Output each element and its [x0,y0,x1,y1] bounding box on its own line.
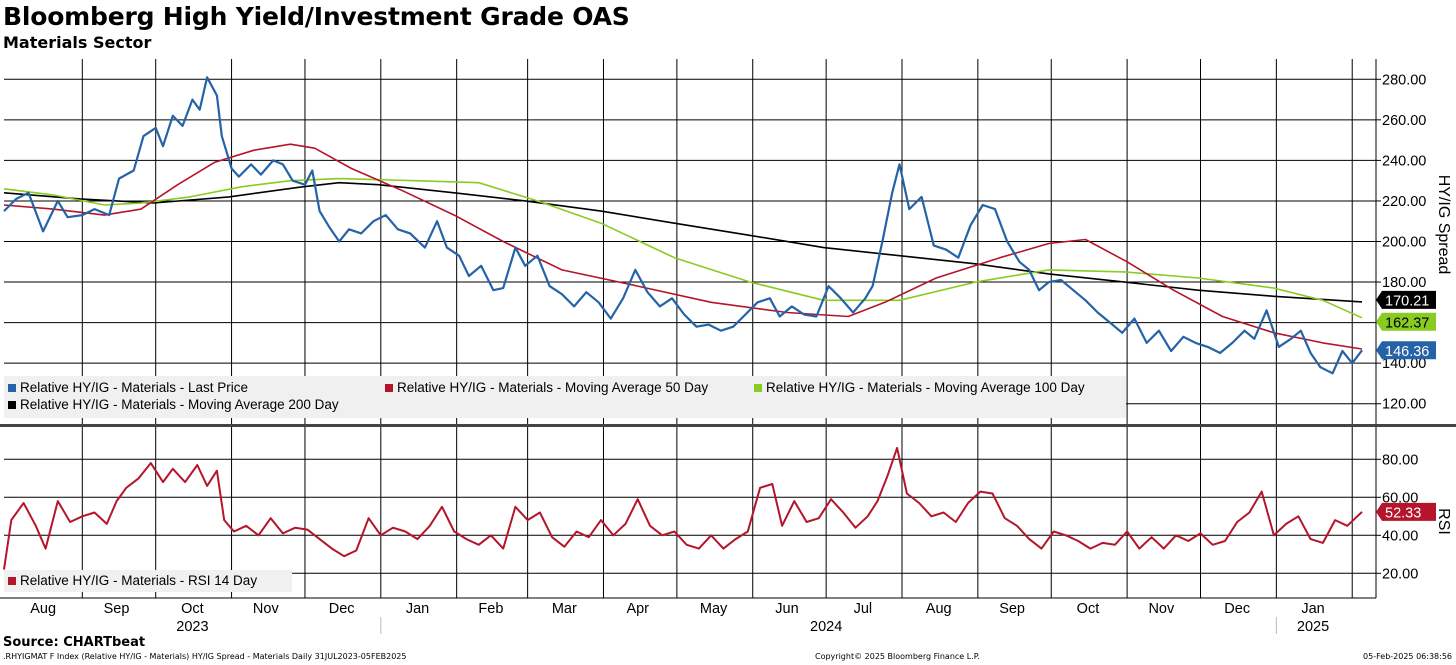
legend-label: Relative HY/IG - Materials - Moving Aver… [397,380,709,395]
y-tick-label: 140.00 [1382,356,1426,372]
last-value-tag-ma200 [1376,290,1436,309]
y-tick-label: 120.00 [1382,397,1426,413]
last-value-label-ma200: 170.21 [1385,293,1429,309]
rsi-legend: Relative HY/IG - Materials - RSI 14 Day [4,570,292,592]
legend-label: Relative HY/IG - Materials - Last Price [20,380,249,395]
x-tick-label: Aug [926,601,952,617]
last-value-label-rsi: 52.33 [1385,505,1421,521]
x-tick-label: Mar [552,601,577,617]
x-tick-label: Oct [181,601,204,617]
y-tick-label: 60.00 [1382,490,1418,506]
legend-label: Relative HY/IG - Materials - Moving Aver… [766,380,1085,395]
x-tick-label: Aug [30,601,56,617]
legend-swatch-last-price [8,383,16,392]
y-axis-label: HY/IG Spread [1435,175,1452,275]
y-tick-label: 80.00 [1382,452,1418,468]
series-line-ma200 [3,181,1363,303]
legend-label: Relative HY/IG - Materials - Moving Aver… [20,397,339,412]
chart-title: Bloomberg High Yield/Investment Grade OA… [3,2,630,31]
legend-swatch-ma200 [8,400,16,409]
axes: 120.00140.00160.00180.00200.00220.00240.… [0,59,1456,635]
series-line-last-price [3,76,1363,375]
y-tick-label: 20.00 [1382,566,1418,582]
x-tick-label: Feb [478,601,503,617]
x-tick-label: Sep [104,601,130,617]
x-tick-label: Jan [1301,601,1324,617]
series-line-rsi [3,446,1363,570]
last-value-label-ma100: 162.37 [1385,315,1429,331]
x-tick-label: Nov [253,601,280,617]
legend-swatch-ma100 [754,383,762,392]
x-year-label: 2025 [1297,619,1329,635]
legend-swatch-ma50 [385,383,393,392]
last-value-tag-last-price [1376,341,1436,360]
x-tick-label: Jun [775,601,798,617]
last-value-tag-rsi [1376,502,1436,521]
source-note: Source: CHARTbeat [3,635,146,650]
x-tick-label: May [700,601,728,617]
ticker-line: .RHYIGMAT F Index (Relative HY/IG - Mate… [3,652,407,661]
legend-ma200: Relative HY/IG - Materials - Moving Aver… [8,397,339,412]
y-tick-label: 280.00 [1382,72,1426,88]
y-axis-label: RSI [1435,508,1452,535]
x-tick-label: Dec [329,601,355,617]
legend-swatch-rsi [8,576,16,585]
legend-rsi: Relative HY/IG - Materials - RSI 14 Day [8,573,257,588]
timestamp: 05-Feb-2025 06:38:56 [1363,652,1452,661]
legend-ma100: Relative HY/IG - Materials - Moving Aver… [754,380,1085,395]
legend-label: Relative HY/IG - Materials - RSI 14 Day [20,573,258,588]
x-year-label: 2024 [810,619,842,635]
y-tick-label: 40.00 [1382,528,1418,544]
y-tick-label: 180.00 [1382,275,1426,291]
y-tick-label: 200.00 [1382,235,1426,251]
x-tick-label: Jan [406,601,429,617]
y-tick-label: 220.00 [1382,194,1426,210]
x-tick-label: Dec [1224,601,1250,617]
x-year-label: 2023 [176,619,208,635]
last-value-label-last-price: 146.36 [1385,344,1429,360]
legend-ma50: Relative HY/IG - Materials - Moving Aver… [385,380,708,395]
price-legend: Relative HY/IG - Materials - Last Price … [4,376,1126,418]
legend-last-price: Relative HY/IG - Materials - Last Price [8,380,248,395]
x-tick-label: Oct [1077,601,1100,617]
y-tick-label: 240.00 [1382,153,1426,169]
chart-subtitle: Materials Sector [3,33,152,52]
series-line-ma50 [3,143,1363,350]
last-value-tag-ma100 [1376,312,1436,331]
x-tick-label: Sep [999,601,1025,617]
y-tick-label: 260.00 [1382,113,1426,129]
series-layer [3,76,1363,570]
copyright: Copyright© 2025 Bloomberg Finance L.P. [815,652,980,661]
x-tick-label: Apr [626,601,649,617]
x-tick-label: Jul [854,601,873,617]
x-tick-label: Nov [1148,601,1175,617]
series-line-ma100 [3,177,1363,319]
grid [4,59,1376,598]
